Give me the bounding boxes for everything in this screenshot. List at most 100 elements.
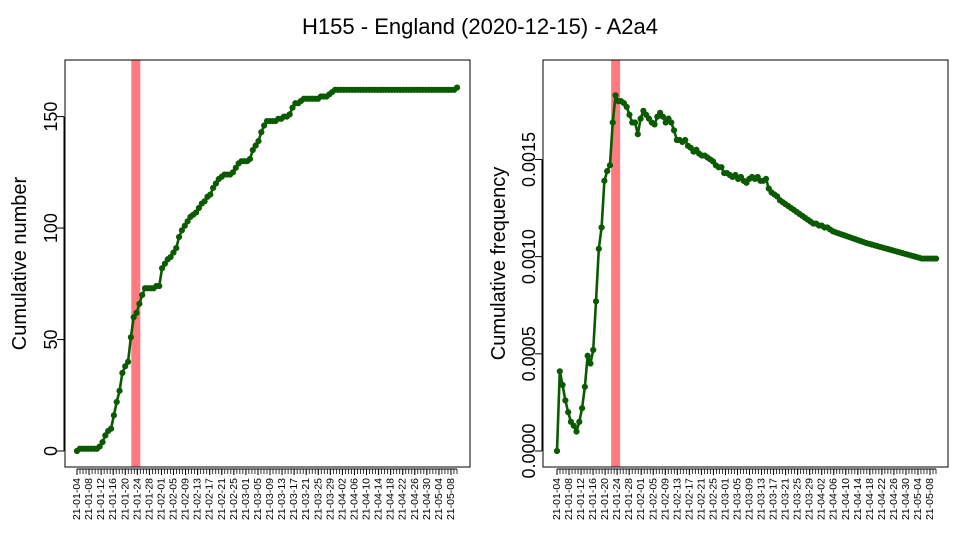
series-points-layer [553,92,940,455]
x-tick-label: 21-03-13 [276,478,288,520]
x-tick-label: 21-04-14 [373,478,385,520]
x-tick-label: 21-01-08 [563,478,575,520]
data-point [762,175,770,182]
y-tick-label: 0.0010 [519,229,539,284]
x-tick-label: 21-02-09 [659,478,671,520]
x-tick-label: 21-03-01 [240,478,252,520]
x-tick-label: 21-05-04 [433,478,445,520]
data-point [173,245,180,252]
data-point [124,358,132,365]
data-point [102,432,109,439]
data-point [193,209,200,216]
data-point [932,255,940,262]
x-tick-label: 21-02-25 [707,478,719,520]
x-tick-label: 21-02-13 [671,478,683,520]
y-axis: 0.0000 0.0005 0.0010 0.0015 [519,132,543,479]
x-axis: 21-01-04 21-01-08 21-01-12 21-01-16 21-01-20… [71,468,458,520]
highlight-band [611,60,621,467]
highlight-band [131,60,141,467]
y-tick-label: 0.0015 [519,132,539,187]
x-tick-label: 21-02-21 [216,478,228,520]
data-point [195,204,203,212]
x-tick-label: 21-02-09 [180,478,192,520]
panel-right: 0.0000 0.0005 0.0010 0.0015 21-01-04 21-01-0… [488,59,949,520]
data-point [110,412,117,419]
x-tick-label: 21-02-25 [228,478,240,520]
x-tick-label: 21-01-28 [143,478,155,520]
y-tick-label: 100 [41,213,61,243]
x-tick-label: 21-03-25 [312,478,324,520]
data-point [139,291,146,299]
x-tick-label: 21-04-18 [864,478,876,520]
y-tick-label: 0.0005 [519,326,539,381]
data-point [246,155,254,163]
x-tick-label: 21-04-06 [348,478,360,520]
data-point [156,282,163,290]
series-points-layer [73,84,461,455]
data-point [634,131,641,138]
x-tick-label: 21-03-05 [731,478,743,520]
x-tick-label: 21-04-02 [336,478,348,520]
x-tick-label: 21-02-01 [155,478,167,520]
chart-title: H155 - England (2020-12-15) - A2a4 [302,14,658,39]
data-point [167,253,174,261]
x-tick-label: 21-02-05 [168,478,180,520]
data-point [631,119,639,126]
x-tick-label: 21-01-12 [575,478,587,520]
data-point [170,249,177,256]
data-point [249,146,256,154]
data-point [119,369,126,377]
x-tick-label: 21-02-17 [683,478,695,520]
data-point [161,260,169,267]
data-point [261,122,268,129]
x-tick-label: 21-01-04 [71,478,83,520]
highlight-band-layer [611,60,621,467]
x-tick-label: 21-03-29 [804,478,816,520]
data-point [595,245,602,252]
data-point [107,425,115,432]
data-point [133,309,140,316]
data-point [229,169,237,176]
x-tick-label: 21-01-24 [131,478,143,520]
data-point [99,438,106,446]
x-tick-label: 21-03-29 [324,478,336,520]
data-point [212,180,220,187]
x-tick-label: 21-01-16 [587,478,599,520]
data-point [626,111,633,118]
x-tick-label: 21-01-20 [119,478,131,520]
data-point [609,119,616,126]
plot-frame [542,59,949,468]
x-tick-label: 21-04-30 [900,478,912,520]
y-tick-label: 50 [41,330,61,350]
data-point [127,334,134,341]
x-tick-label: 21-05-08 [924,478,936,520]
x-tick-label: 21-03-01 [719,478,731,520]
data-point [181,222,188,229]
x-tick-label: 21-01-08 [83,478,95,520]
x-tick-label: 21-02-13 [192,478,204,520]
data-point [258,129,265,136]
highlight-band-layer [131,60,141,467]
x-tick-label: 21-04-22 [876,478,888,520]
data-point [590,346,597,354]
data-point [286,111,293,118]
data-point [210,184,217,192]
x-axis: 21-01-04 21-01-08 21-01-12 21-01-16 21-01-20… [551,468,937,520]
x-tick-label: 21-01-24 [611,478,623,520]
data-point [136,300,143,307]
x-tick-label: 21-03-13 [756,478,768,520]
x-tick-label: 21-01-28 [623,478,635,520]
x-tick-label: 21-04-02 [816,478,828,520]
x-tick-label: 21-02-21 [695,478,707,520]
data-point [116,387,123,394]
x-tick-label: 21-01-04 [551,478,563,520]
x-tick-label: 21-05-04 [912,478,924,520]
x-tick-label: 21-03-09 [744,478,756,520]
x-tick-label: 21-04-10 [840,478,852,520]
data-point [184,218,191,225]
x-tick-label: 21-02-01 [635,478,647,520]
data-point [601,177,608,184]
data-point [592,298,600,305]
x-tick-label: 21-03-21 [780,478,792,520]
